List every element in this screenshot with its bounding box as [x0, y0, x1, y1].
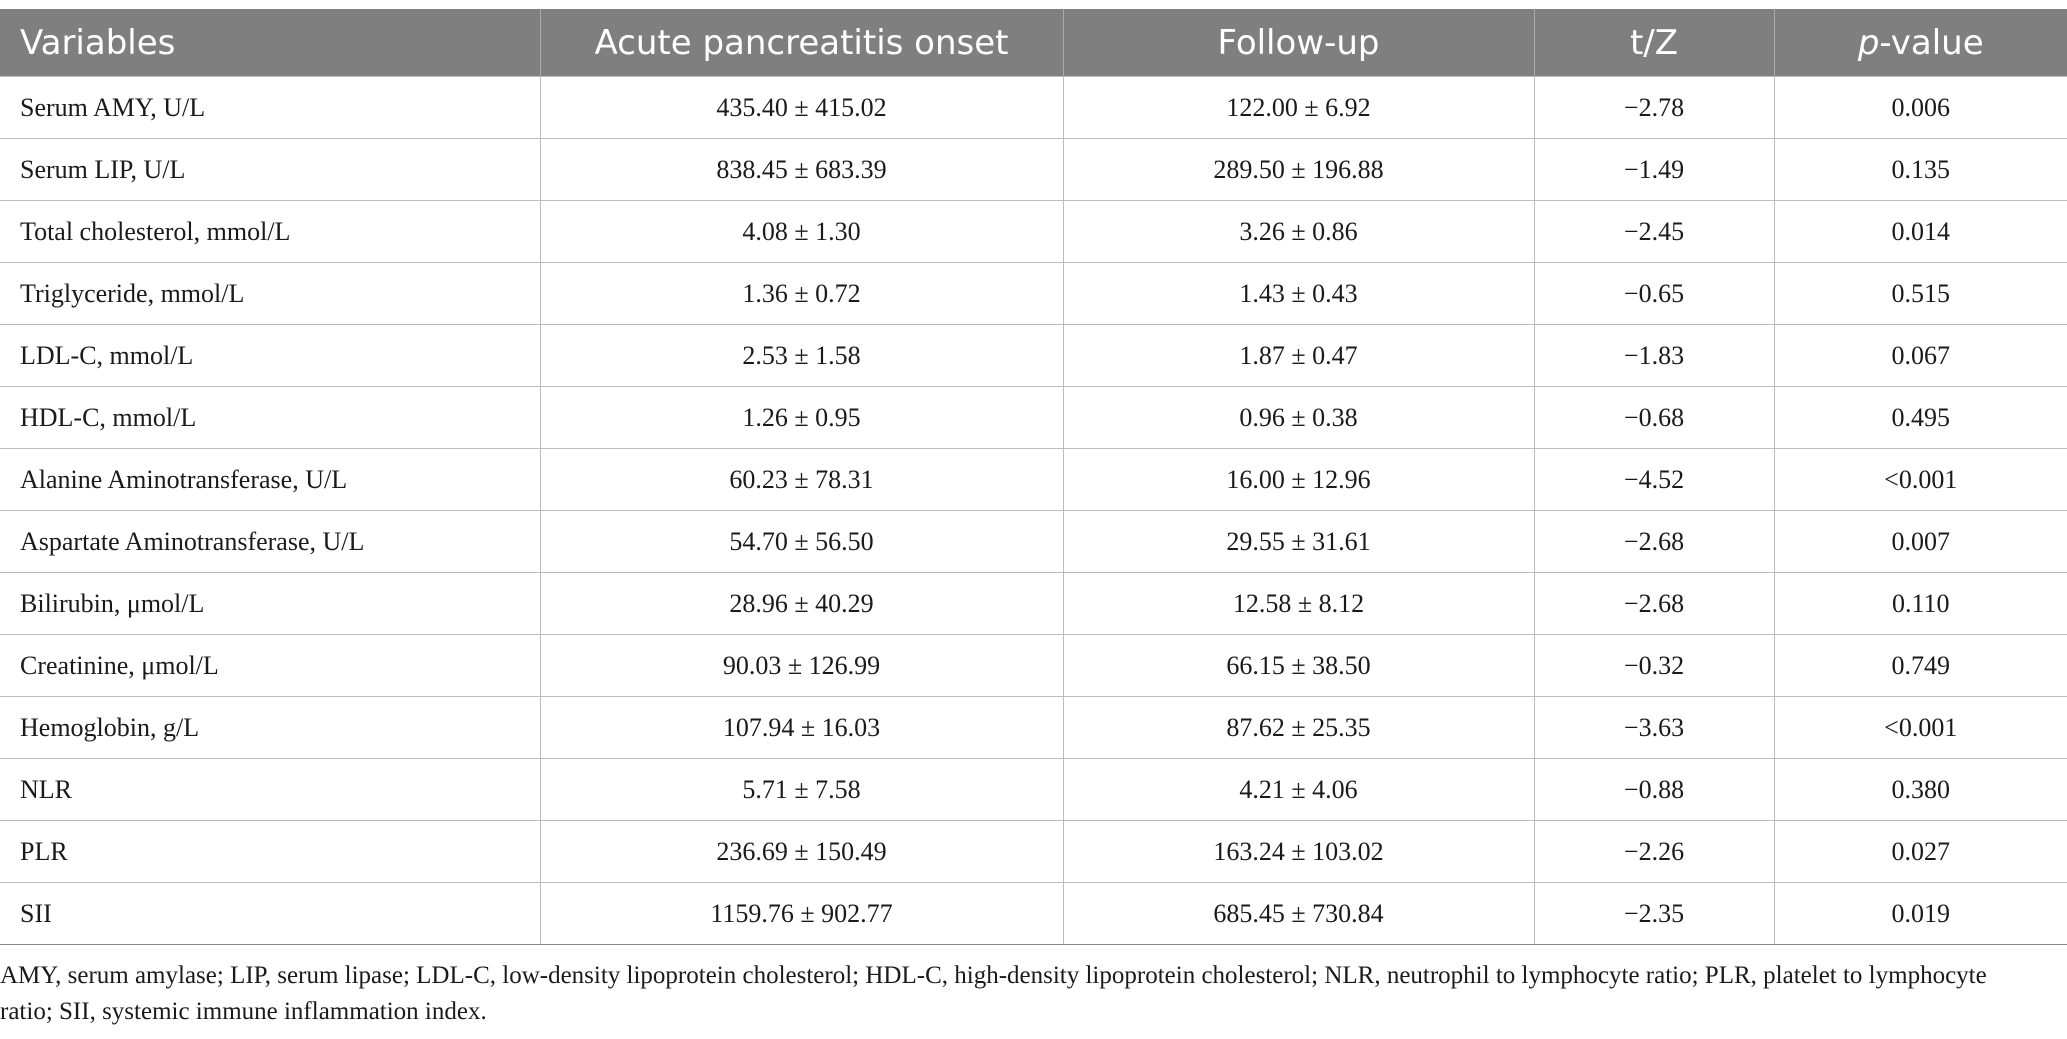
- cell-onset: 28.96 ± 40.29: [539, 572, 1064, 635]
- table-row: SII 1159.76 ± 902.77 685.45 ± 730.84 −2.35 0…: [0, 882, 2067, 945]
- table-row: LDL-C, mmol/L 2.53 ± 1.58 1.87 ± 0.47 −1.83…: [0, 324, 2067, 387]
- cell-p-value: 0.014: [1773, 200, 2067, 263]
- cell-variable: Hemoglobin, g/L: [0, 696, 541, 759]
- cell-followup: 122.00 ± 6.92: [1062, 76, 1535, 139]
- cell-onset: 4.08 ± 1.30: [539, 200, 1064, 263]
- table-row: PLR 236.69 ± 150.49 163.24 ± 103.02 −2.26 0.…: [0, 820, 2067, 883]
- cell-variable: Serum AMY, U/L: [0, 76, 541, 139]
- cell-followup: 12.58 ± 8.12: [1062, 572, 1535, 635]
- cell-followup: 3.26 ± 0.86: [1062, 200, 1535, 263]
- cell-variable: Total cholesterol, mmol/L: [0, 200, 541, 263]
- header-onset: Acute pancreatitis onset: [539, 9, 1064, 77]
- cell-onset: 2.53 ± 1.58: [539, 324, 1064, 387]
- table-footnote: AMY, serum amylase; LIP, serum lipase; L…: [0, 962, 1987, 1025]
- cell-followup: 685.45 ± 730.84: [1062, 882, 1535, 945]
- header-p-italic: p: [1857, 22, 1880, 63]
- table-row: Hemoglobin, g/L 107.94 ± 16.03 87.62 ± 25.…: [0, 696, 2067, 759]
- table-row: NLR 5.71 ± 7.58 4.21 ± 4.06 −0.88 0.380: [0, 758, 2067, 821]
- header-variables: Variables: [0, 9, 541, 77]
- cell-tz: −2.78: [1533, 76, 1775, 139]
- cell-followup: 29.55 ± 31.61: [1062, 510, 1535, 573]
- table-row: Aspartate Aminotransferase, U/L 54.70 ± 5…: [0, 510, 2067, 573]
- table-row: HDL-C, mmol/L 1.26 ± 0.95 0.96 ± 0.38 −0.68…: [0, 386, 2067, 449]
- cell-onset: 838.45 ± 683.39: [539, 138, 1064, 201]
- cell-tz: −3.63: [1533, 696, 1775, 759]
- table-row: Total cholesterol, mmol/L 4.08 ± 1.30 3.26…: [0, 200, 2067, 263]
- cell-p-value: <0.001: [1773, 696, 2067, 759]
- cell-onset: 5.71 ± 7.58: [539, 758, 1064, 821]
- cell-variable: Bilirubin, μmol/L: [0, 572, 541, 635]
- cell-onset: 54.70 ± 56.50: [539, 510, 1064, 573]
- cell-tz: −0.88: [1533, 758, 1775, 821]
- cell-followup: 66.15 ± 38.50: [1062, 634, 1535, 697]
- cell-variable: Triglyceride, mmol/L: [0, 262, 541, 325]
- table-body: Serum AMY, U/L 435.40 ± 415.02 122.00 ± 6.…: [0, 76, 2067, 945]
- cell-variable: Creatinine, μmol/L: [0, 634, 541, 697]
- cell-variable: SII: [0, 882, 541, 945]
- cell-followup: 4.21 ± 4.06: [1062, 758, 1535, 821]
- cell-tz: −2.68: [1533, 510, 1775, 573]
- cell-tz: −1.83: [1533, 324, 1775, 387]
- header-row: Variables Acute pancreatitis onset Follo…: [0, 9, 2067, 77]
- cell-p-value: 0.495: [1773, 386, 2067, 449]
- cell-tz: −2.35: [1533, 882, 1775, 945]
- cell-tz: −0.32: [1533, 634, 1775, 697]
- cell-followup: 87.62 ± 25.35: [1062, 696, 1535, 759]
- cell-onset: 435.40 ± 415.02: [539, 76, 1064, 139]
- cell-tz: −0.65: [1533, 262, 1775, 325]
- cell-p-value: 0.027: [1773, 820, 2067, 883]
- cell-variable: Aspartate Aminotransferase, U/L: [0, 510, 541, 573]
- table-row: Serum AMY, U/L 435.40 ± 415.02 122.00 ± 6.…: [0, 76, 2067, 139]
- cell-p-value: 0.380: [1773, 758, 2067, 821]
- cell-onset: 107.94 ± 16.03: [539, 696, 1064, 759]
- cell-tz: −2.26: [1533, 820, 1775, 883]
- cell-p-value: <0.001: [1773, 448, 2067, 511]
- cell-p-value: 0.006: [1773, 76, 2067, 139]
- cell-variable: Serum LIP, U/L: [0, 138, 541, 201]
- cell-onset: 236.69 ± 150.49: [539, 820, 1064, 883]
- cell-variable: NLR: [0, 758, 541, 821]
- data-table-container: Variables Acute pancreatitis onset Follo…: [0, 9, 2067, 945]
- table-row: Bilirubin, μmol/L 28.96 ± 40.29 12.58 ± 8.…: [0, 572, 2067, 635]
- cell-followup: 1.87 ± 0.47: [1062, 324, 1535, 387]
- cell-followup: 1.43 ± 0.43: [1062, 262, 1535, 325]
- header-followup: Follow-up: [1062, 9, 1535, 77]
- table-row: Creatinine, μmol/L 90.03 ± 126.99 66.15 ± …: [0, 634, 2067, 697]
- cell-variable: PLR: [0, 820, 541, 883]
- cell-variable: HDL-C, mmol/L: [0, 386, 541, 449]
- cell-p-value: 0.515: [1773, 262, 2067, 325]
- cell-p-value: 0.067: [1773, 324, 2067, 387]
- table-header: Variables Acute pancreatitis onset Follo…: [0, 9, 2067, 77]
- cell-tz: −4.52: [1533, 448, 1775, 511]
- header-tz: t/Z: [1533, 9, 1775, 77]
- cell-onset: 1.26 ± 0.95: [539, 386, 1064, 449]
- header-p-rest: -value: [1879, 22, 1984, 63]
- cell-tz: −2.45: [1533, 200, 1775, 263]
- cell-p-value: 0.749: [1773, 634, 2067, 697]
- cell-onset: 1.36 ± 0.72: [539, 262, 1064, 325]
- cell-p-value: 0.007: [1773, 510, 2067, 573]
- cell-p-value: 0.110: [1773, 572, 2067, 635]
- cell-p-value: 0.135: [1773, 138, 2067, 201]
- header-p-value: p-value: [1773, 9, 2067, 77]
- cell-variable: Alanine Aminotransferase, U/L: [0, 448, 541, 511]
- cell-followup: 289.50 ± 196.88: [1062, 138, 1535, 201]
- cell-followup: 163.24 ± 103.02: [1062, 820, 1535, 883]
- table-row: Triglyceride, mmol/L 1.36 ± 0.72 1.43 ± 0.…: [0, 262, 2067, 325]
- table-row: Alanine Aminotransferase, U/L 60.23 ± 78.…: [0, 448, 2067, 511]
- cell-onset: 1159.76 ± 902.77: [539, 882, 1064, 945]
- cell-onset: 90.03 ± 126.99: [539, 634, 1064, 697]
- cell-tz: −1.49: [1533, 138, 1775, 201]
- lab-values-table: Variables Acute pancreatitis onset Follo…: [0, 9, 2067, 945]
- table-row: Serum LIP, U/L 838.45 ± 683.39 289.50 ± 19…: [0, 138, 2067, 201]
- cell-onset: 60.23 ± 78.31: [539, 448, 1064, 511]
- cell-tz: −0.68: [1533, 386, 1775, 449]
- cell-tz: −2.68: [1533, 572, 1775, 635]
- cell-followup: 0.96 ± 0.38: [1062, 386, 1535, 449]
- cell-p-value: 0.019: [1773, 882, 2067, 945]
- cell-followup: 16.00 ± 12.96: [1062, 448, 1535, 511]
- cell-variable: LDL-C, mmol/L: [0, 324, 541, 387]
